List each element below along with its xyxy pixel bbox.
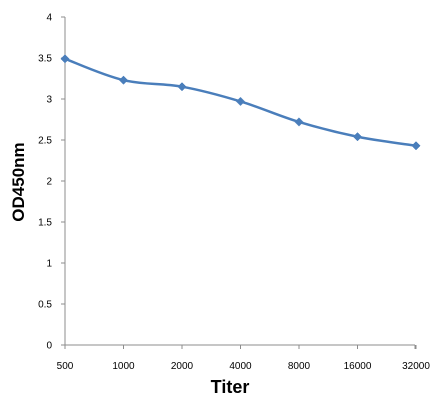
- data-point-marker: [118, 75, 129, 85]
- y-tick-label: 0: [46, 341, 52, 352]
- data-point-marker: [60, 54, 70, 64]
- y-tick-label: 0.5: [38, 300, 52, 311]
- y-tick-label: 2: [46, 177, 52, 188]
- x-tick-label: 16000: [344, 361, 372, 372]
- y-tick-label: 4: [46, 13, 52, 24]
- data-point-marker: [411, 141, 421, 151]
- x-tick-label: 1000: [112, 361, 135, 372]
- data-point-marker: [235, 96, 246, 107]
- x-ticks: 500 1000 2000 4000 8000 16000 32000: [57, 345, 430, 372]
- data-point-marker: [177, 82, 187, 92]
- x-tick-label: 32000: [402, 361, 430, 372]
- data-point-marker: [294, 117, 304, 127]
- series-layer: [60, 54, 421, 151]
- y-tick-label: 3.5: [38, 54, 52, 65]
- y-axis-title: OD450nm: [9, 142, 28, 221]
- y-tick-label: 2.5: [38, 136, 52, 147]
- x-tick-label: 8000: [288, 361, 311, 372]
- x-axis-title: Titer: [211, 377, 250, 397]
- x-tick-label: 2000: [171, 361, 194, 372]
- y-tick-label: 1: [46, 259, 52, 270]
- x-tick-label: 500: [57, 361, 74, 372]
- y-tick-label: 3: [46, 95, 52, 106]
- y-ticks: 0 0.5 1 1.5 2 2.5 3 3.5 4: [38, 13, 65, 352]
- data-point-marker: [352, 132, 363, 142]
- x-tick-label: 4000: [229, 361, 252, 372]
- y-tick-label: 1.5: [38, 218, 52, 229]
